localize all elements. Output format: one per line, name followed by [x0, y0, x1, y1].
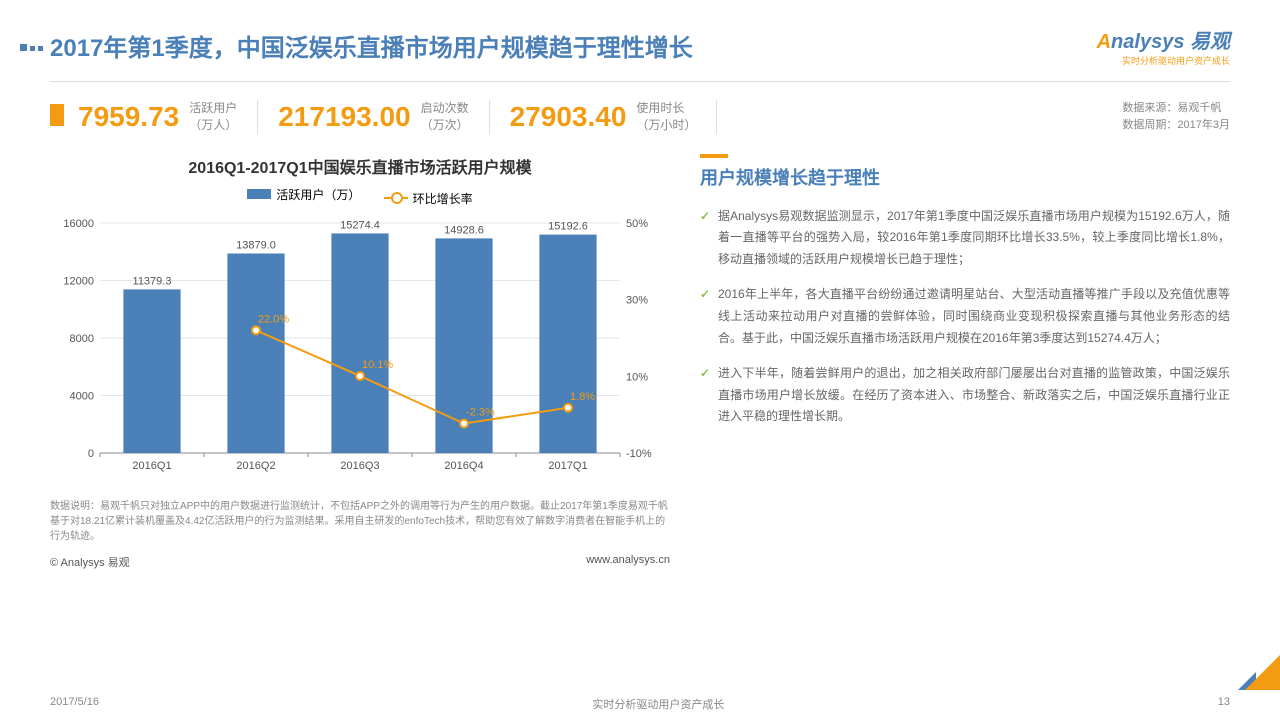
svg-text:8000: 8000: [70, 333, 94, 345]
metric-item: 7959.73 活跃用户（万人）: [78, 100, 258, 134]
footer-date: 2017/5/16: [50, 696, 99, 712]
header-accent-dots: [20, 38, 46, 56]
svg-text:50%: 50%: [626, 218, 648, 230]
svg-text:11379.3: 11379.3: [133, 275, 172, 287]
text-panel: 用户规模增长趋于理性 据Analysys易观数据监测显示，2017年第1季度中国…: [700, 154, 1230, 570]
chart-panel: 2016Q1-2017Q1中国娱乐直播市场活跃用户规模 活跃用户（万） 环比增长…: [50, 154, 670, 570]
metric-label: 活跃用户（万人）: [189, 100, 237, 134]
metrics-row: 7959.73 活跃用户（万人） 217193.00 启动次数（万次） 27903.40…: [0, 82, 1280, 144]
svg-text:15192.6: 15192.6: [548, 220, 588, 232]
bullet-list: 据Analysys易观数据监测显示，2017年第1季度中国泛娱乐直播市场用户规模…: [700, 206, 1230, 428]
chart-area: 0 4000 8000 12000 16000 -10% 10% 30% 50% 11379.3 2…: [50, 213, 670, 493]
logo-text-b: 易观: [1190, 31, 1230, 53]
footer: 2017/5/16 实时分析驱动用户资产成长 13: [0, 696, 1280, 712]
metric-item: 27903.40 使用时长（万小时）: [510, 100, 718, 134]
chart-title: 2016Q1-2017Q1中国娱乐直播市场活跃用户规模: [50, 154, 670, 178]
right-title: 用户规模增长趋于理性: [700, 164, 880, 190]
metric-label: 启动次数（万次）: [421, 100, 469, 134]
svg-text:2017Q1: 2017Q1: [548, 460, 587, 472]
svg-text:30%: 30%: [626, 294, 648, 306]
orange-accent-marker: [50, 104, 64, 126]
right-title-accent: [700, 154, 728, 158]
svg-text:2016Q2: 2016Q2: [236, 460, 275, 472]
svg-text:2016Q1: 2016Q1: [132, 460, 171, 472]
svg-text:0: 0: [88, 448, 94, 460]
svg-text:-2.3%: -2.3%: [466, 406, 495, 418]
footer-tagline: 实时分析驱动用户资产成长: [592, 696, 724, 712]
page-title: 2017年第1季度，中国泛娱乐直播市场用户规模趋于理性增长: [50, 28, 1230, 63]
chart-note: 数据说明：易观千帆只对独立APP中的用户数据进行监测统计，不包括APP之外的调用…: [50, 499, 670, 544]
metric-value: 27903.40: [510, 101, 627, 133]
svg-text:22.0%: 22.0%: [258, 313, 289, 325]
svg-text:14928.6: 14928.6: [444, 224, 484, 236]
logo: Analysys 易观 实时分析驱动用户资产成长: [1097, 25, 1230, 67]
source-line-2: 数据周期：2017年3月: [1122, 117, 1230, 134]
svg-text:13879.0: 13879.0: [236, 239, 276, 251]
legend-bar-label: 活跃用户（万）: [276, 186, 360, 203]
bullet-item: 据Analysys易观数据监测显示，2017年第1季度中国泛娱乐直播市场用户规模…: [700, 206, 1230, 271]
legend-line: 环比增长率: [384, 190, 473, 207]
metric-label: 使用时长（万小时）: [636, 100, 696, 134]
svg-text:2016Q4: 2016Q4: [444, 460, 483, 472]
accent-triangle-orange: [1245, 655, 1280, 690]
footer-page: 13: [1218, 696, 1230, 712]
legend-line-label: 环比增长率: [413, 190, 473, 207]
legend-bar: 活跃用户（万）: [247, 186, 360, 203]
chart-legend: 活跃用户（万） 环比增长率: [50, 186, 670, 207]
metric-item: 217193.00 启动次数（万次）: [278, 100, 489, 134]
logo-subtitle: 实时分析驱动用户资产成长: [1097, 54, 1230, 67]
svg-text:12000: 12000: [63, 275, 94, 287]
copyright-left: © Analysys 易观: [50, 554, 130, 570]
content-row: 2016Q1-2017Q1中国娱乐直播市场活跃用户规模 活跃用户（万） 环比增长…: [0, 144, 1280, 570]
logo-text-a: nalysys: [1111, 31, 1184, 53]
svg-text:1.8%: 1.8%: [570, 390, 595, 402]
svg-text:15274.4: 15274.4: [340, 219, 380, 231]
metric-value: 217193.00: [278, 101, 410, 133]
svg-text:10.1%: 10.1%: [362, 359, 393, 371]
svg-text:10%: 10%: [626, 371, 648, 383]
chart-copyright: © Analysys 易观 www.analysys.cn: [50, 554, 670, 570]
metric-value: 7959.73: [78, 101, 179, 133]
bullet-item: 2016年上半年，各大直播平台纷纷通过邀请明星站台、大型活动直播等推广手段以及充…: [700, 284, 1230, 349]
copyright-right: www.analysys.cn: [586, 554, 670, 570]
svg-text:2016Q3: 2016Q3: [340, 460, 379, 472]
chart-svg: 0 4000 8000 12000 16000 -10% 10% 30% 50% 11379.3 2…: [50, 213, 670, 493]
svg-text:16000: 16000: [63, 218, 94, 230]
svg-text:4000: 4000: [70, 390, 94, 402]
data-source: 数据来源：易观千帆 数据周期：2017年3月: [1118, 100, 1230, 133]
svg-text:-10%: -10%: [626, 448, 652, 460]
bullet-item: 进入下半年，随着尝鲜用户的退出，加之相关政府部门屡屡出台对直播的监管政策，中国泛…: [700, 363, 1230, 428]
header: 2017年第1季度，中国泛娱乐直播市场用户规模趋于理性增长 Analysys 易…: [0, 0, 1280, 73]
source-line-1: 数据来源：易观千帆: [1122, 100, 1230, 117]
